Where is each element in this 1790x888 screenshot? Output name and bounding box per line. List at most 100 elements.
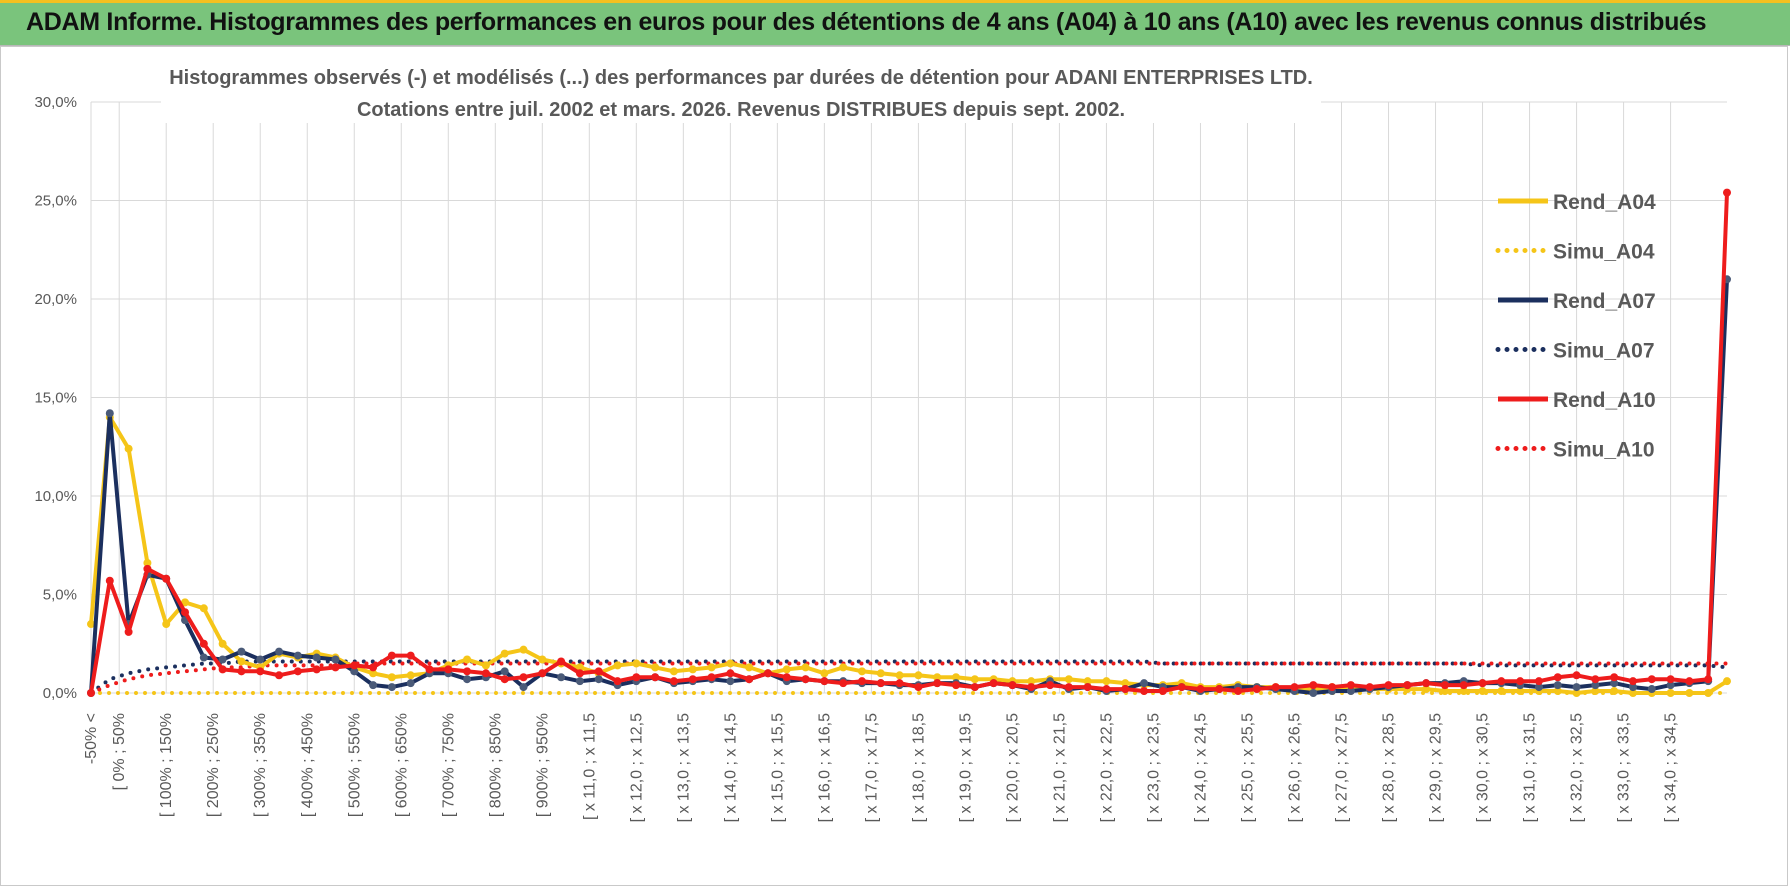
x-tick-label: [ x 29,0 ; x 29,5 [1428, 713, 1445, 823]
data-point [1027, 677, 1036, 686]
y-tick-label: 25,0% [34, 193, 77, 210]
data-point [237, 667, 246, 676]
data-point [519, 673, 528, 682]
data-point [876, 679, 885, 688]
data-point [1666, 675, 1675, 684]
x-tick-label: [ 600% ; 650% [393, 713, 410, 817]
y-tick-label: 0,0% [43, 685, 77, 702]
data-point [181, 608, 190, 617]
data-point [557, 673, 566, 682]
y-tick-label: 10,0% [34, 488, 77, 505]
x-tick-label: [ x 19,0 ; x 19,5 [957, 713, 974, 823]
data-point [1027, 683, 1036, 692]
data-point [406, 671, 415, 680]
data-point [970, 675, 979, 684]
x-tick-label: [ x 12,0 ; x 12,5 [628, 713, 645, 823]
data-point [1252, 685, 1261, 694]
data-point [1610, 673, 1619, 682]
data-point [199, 604, 208, 613]
data-point [895, 671, 904, 680]
data-point [218, 665, 227, 674]
chart-title-line1: Histogrammes observés (-) et modélisés (… [169, 67, 1313, 89]
data-point [782, 665, 791, 674]
data-point [1422, 685, 1431, 694]
data-point [1591, 681, 1600, 690]
data-point [350, 661, 359, 670]
data-point [1403, 681, 1412, 690]
data-point [1591, 675, 1600, 684]
data-point [952, 673, 961, 682]
data-point [1102, 677, 1111, 686]
data-point [1685, 689, 1694, 697]
data-point [651, 663, 660, 672]
data-point [199, 653, 208, 662]
data-point [895, 679, 904, 688]
x-tick-label: [ x 17,0 ; x 17,5 [863, 713, 880, 823]
data-point [1591, 687, 1600, 696]
data-point [575, 677, 584, 686]
page-title: ADAM Informe. Histogrammes des performan… [26, 8, 1707, 36]
chart-title: Histogrammes observés (-) et modélisés (… [161, 61, 1321, 123]
data-point [1572, 683, 1581, 692]
chart-title-background [161, 61, 1321, 123]
data-point [1647, 675, 1656, 684]
data-point [256, 667, 265, 676]
x-tick-label: [ 400% ; 450% [299, 713, 316, 817]
x-tick-label: [ x 25,0 ; x 25,5 [1239, 713, 1256, 823]
data-point [331, 663, 340, 672]
x-tick-label: [ x 28,0 ; x 28,5 [1381, 713, 1398, 823]
x-tick-label: -50% < [83, 713, 100, 764]
data-point [162, 620, 171, 629]
data-point [1723, 188, 1731, 197]
data-point [1553, 673, 1562, 682]
data-point [632, 659, 641, 668]
data-point [237, 647, 246, 656]
data-point [1704, 689, 1713, 697]
data-point [1365, 683, 1374, 692]
data-point [594, 675, 603, 684]
data-point [688, 675, 697, 684]
data-point [1290, 683, 1299, 692]
x-tick-label: [ x 30,0 ; x 30,5 [1475, 713, 1492, 823]
y-axis: 0,0% 5,0% 10,0% 15,0% 20,0% 25,0% 30,0% [34, 94, 77, 702]
data-point [218, 655, 227, 664]
data-point [651, 673, 660, 682]
data-point [406, 651, 415, 660]
data-point [1516, 677, 1525, 686]
data-point [87, 620, 95, 629]
legend-label: Rend_A04 [1553, 191, 1656, 214]
data-point [1083, 683, 1092, 692]
data-point [1309, 689, 1318, 697]
legend-label: Simu_A10 [1553, 439, 1655, 462]
data-point [105, 409, 114, 418]
data-point [500, 675, 509, 684]
data-point [1516, 687, 1525, 696]
data-point [801, 675, 810, 684]
data-point [632, 673, 641, 682]
x-tick-label: [ x 16,0 ; x 16,5 [816, 713, 833, 823]
x-tick-label: [ x 26,0 ; x 26,5 [1286, 713, 1303, 823]
series-Rend_A04 [87, 413, 1731, 697]
data-point [1534, 677, 1543, 686]
data-point [1309, 681, 1318, 690]
data-point [105, 576, 114, 585]
x-tick-label: [ x 18,0 ; x 18,5 [910, 713, 927, 823]
x-tick-label: [ x 23,0 ; x 23,5 [1145, 713, 1162, 823]
data-point [820, 669, 829, 678]
data-point [1140, 687, 1149, 696]
data-point [444, 665, 453, 674]
data-point [763, 669, 772, 678]
data-point [1121, 679, 1130, 688]
data-point [425, 665, 434, 674]
x-tick-label: [ x 32,0 ; x 32,5 [1569, 713, 1586, 823]
legend-item: Simu_A07 [1495, 340, 1655, 363]
y-tick-label: 30,0% [34, 94, 77, 111]
data-point [1610, 687, 1619, 696]
data-point [933, 673, 942, 682]
legend-item: Rend_A10 [1498, 389, 1656, 412]
data-point [1647, 685, 1656, 694]
x-tick-label: [ x 20,0 ; x 20,5 [1004, 713, 1021, 823]
x-axis: -50% < [ 0% ; 50% [ 100% ; 150% [ 200% ; 25… [83, 713, 1680, 823]
y-tick-label: 15,0% [34, 390, 77, 407]
data-point [613, 661, 622, 670]
